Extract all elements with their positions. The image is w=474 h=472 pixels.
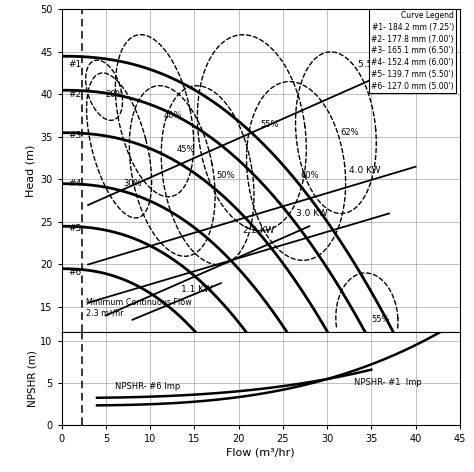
Text: 1.1 KW: 1.1 KW	[181, 285, 213, 294]
Text: 50%: 50%	[217, 171, 235, 180]
Y-axis label: Head (m): Head (m)	[26, 145, 36, 197]
Text: 1.5 KW: 1.5 KW	[331, 346, 363, 355]
Text: 40%: 40%	[164, 111, 182, 120]
Text: 4.0 KW: 4.0 KW	[349, 166, 381, 175]
Text: Curve Legend
#1- 184.2 mm (7.25')
#2- 177.8 mm (7.00')
#3- 165.1 mm (6.50')
#4- : Curve Legend #1- 184.2 mm (7.25') #2- 17…	[371, 11, 454, 91]
Text: 45%: 45%	[177, 145, 195, 154]
Text: 20%: 20%	[106, 90, 124, 99]
Text: #1: #1	[69, 60, 82, 69]
Text: 2.2 KW: 2.2 KW	[243, 226, 274, 235]
Text: Minimum Continuous Flow
2.3 m³/hr: Minimum Continuous Flow 2.3 m³/hr	[86, 298, 192, 317]
Text: NPSHR- #1  Imp: NPSHR- #1 Imp	[354, 378, 421, 387]
X-axis label: Flow (m³/hr): Flow (m³/hr)	[227, 448, 295, 458]
Text: 62%: 62%	[340, 128, 359, 137]
Text: #4: #4	[69, 179, 82, 188]
Text: 3.0 KW: 3.0 KW	[296, 209, 328, 218]
Text: 5.5 KW: 5.5 KW	[358, 60, 390, 69]
Y-axis label: NPSHR (m): NPSHR (m)	[27, 350, 37, 407]
Text: NPSHR- #6 Imp: NPSHR- #6 Imp	[115, 382, 180, 391]
Text: 55%: 55%	[261, 120, 279, 129]
Text: #6: #6	[69, 269, 82, 278]
Text: #3: #3	[69, 131, 82, 140]
Text: 60%: 60%	[301, 171, 319, 180]
Text: 30%: 30%	[124, 179, 142, 188]
Text: #5: #5	[69, 224, 82, 233]
Text: 55%: 55%	[371, 315, 390, 324]
Text: #2: #2	[69, 90, 82, 99]
